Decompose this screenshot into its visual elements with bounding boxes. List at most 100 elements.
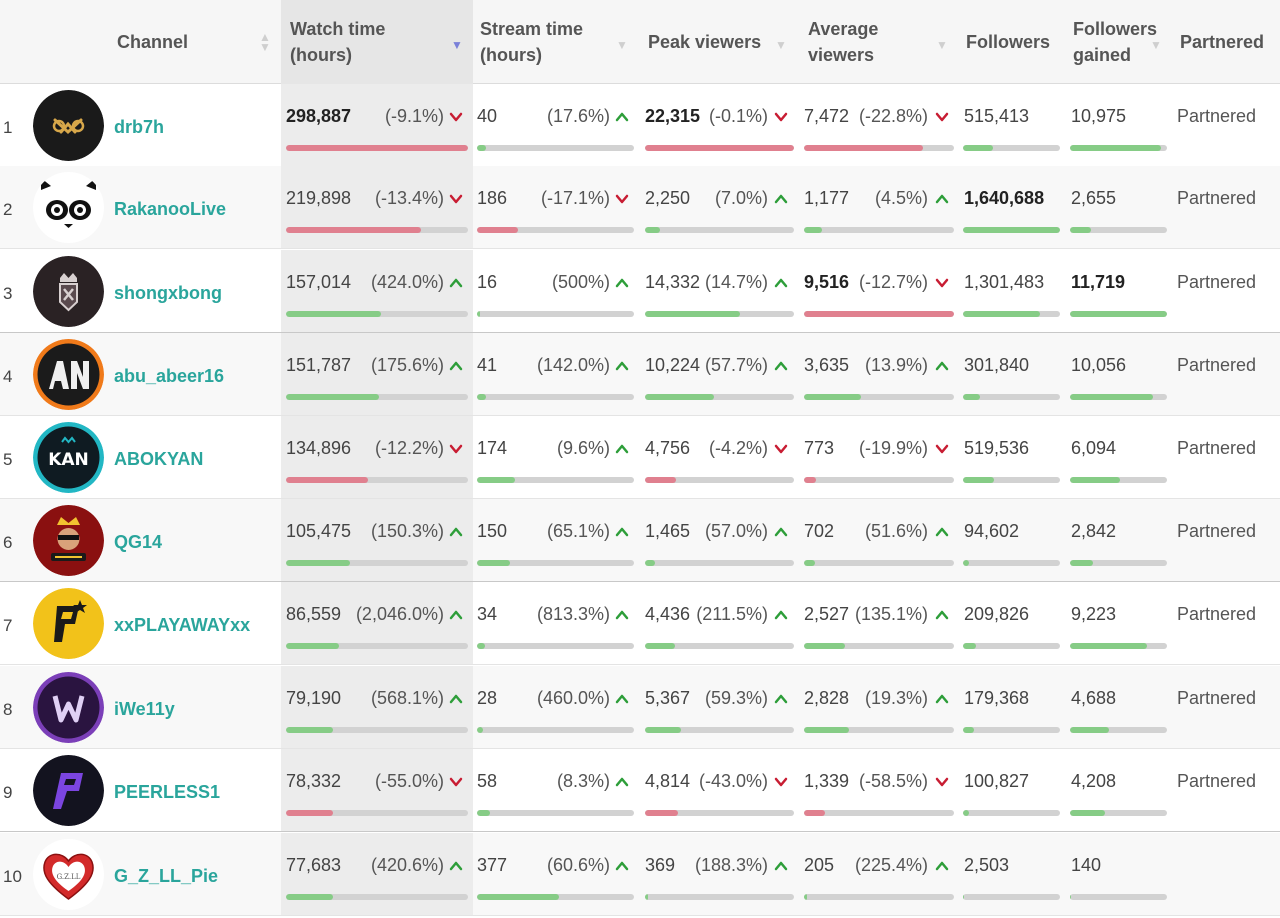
- header-peak-label: Peak viewers: [648, 32, 762, 52]
- followers-bar-fill: [963, 560, 969, 566]
- channel-name-link[interactable]: abu_abeer16: [114, 366, 225, 386]
- sort-icon[interactable]: ▼: [1150, 38, 1162, 52]
- header-stream-time[interactable]: Stream time (hours): [480, 0, 640, 84]
- channel-name-link[interactable]: iWe11y: [114, 699, 175, 719]
- header-watch-time[interactable]: Watch time (hours): [281, 0, 473, 84]
- watch-bar: [286, 560, 468, 566]
- channel-name-link[interactable]: G_Z_LL_Pie: [114, 866, 219, 886]
- followers-gained-bar: [1070, 894, 1167, 900]
- rank: 1: [3, 118, 13, 137]
- crown-shield-icon[interactable]: [33, 256, 104, 327]
- avg-change: (135.1%): [854, 604, 928, 624]
- watch-bar: [286, 227, 468, 233]
- channel-name-link[interactable]: shongxbong: [114, 283, 222, 303]
- stream-value: 16: [477, 272, 498, 292]
- header-followers-gained[interactable]: Followers gained: [1073, 0, 1173, 84]
- avg-change: (-22.8%): [858, 106, 928, 126]
- channel-name-link[interactable]: xxPLAYAWAYxx: [114, 615, 251, 635]
- arrow-down-icon: [449, 438, 463, 458]
- avg-value: 702: [804, 521, 835, 541]
- stream-change: (460.0%): [536, 688, 610, 708]
- header-channel[interactable]: Channel: [117, 0, 277, 84]
- sort-icon[interactable]: ▼: [936, 38, 948, 52]
- peak-value: 1,465: [645, 521, 691, 541]
- heart-icon[interactable]: G.Z.LL: [33, 839, 104, 910]
- arrow-up-icon: [449, 688, 463, 708]
- avg-bar-fill: [804, 311, 954, 317]
- followers-bar: [963, 227, 1060, 233]
- header-partnered[interactable]: Partnered: [1180, 0, 1280, 84]
- arrow-up-icon: [935, 688, 949, 708]
- avg-bar: [804, 560, 954, 566]
- peak-change: (-4.2%): [708, 438, 768, 458]
- avg-bar: [804, 145, 954, 151]
- header-average-viewers[interactable]: Average viewers: [808, 0, 958, 84]
- arrow-up-icon: [449, 355, 463, 375]
- arrow-down-icon: [615, 188, 629, 208]
- stream-value: 41: [477, 355, 498, 375]
- svg-text:G.Z.LL: G.Z.LL: [57, 873, 81, 881]
- table-row: 5 KAN ABOKYAN 134,896 (-12.2%) 174 (9.6%) 4,756…: [0, 416, 1280, 499]
- drb7h-logo-icon[interactable]: [33, 90, 104, 161]
- sorted-column-bg: [281, 666, 473, 748]
- avg-value: 2,527: [804, 604, 850, 624]
- sort-icon[interactable]: ▼: [259, 40, 271, 54]
- channel-name-link[interactable]: PEERLESS1: [114, 782, 221, 802]
- stream-bar: [477, 643, 634, 649]
- watch-bar: [286, 394, 468, 400]
- peak-value: 4,814: [645, 771, 691, 791]
- followers-gained-bar-fill: [1070, 145, 1162, 151]
- sort-icon[interactable]: ▲: [259, 30, 271, 44]
- channel-name-link[interactable]: ABOKYAN: [114, 449, 204, 469]
- kan-logo-icon[interactable]: KAN: [33, 422, 104, 493]
- channel-name-link[interactable]: QG14: [114, 532, 163, 552]
- followers-value: 94,602: [964, 521, 1020, 541]
- channel-name-link[interactable]: drb7h: [114, 117, 165, 137]
- sort-icon[interactable]: ▼: [775, 38, 787, 52]
- arrow-up-icon: [615, 855, 629, 875]
- followers-gained-bar: [1070, 311, 1167, 317]
- sort-desc-icon[interactable]: ▼: [451, 38, 463, 52]
- table-row: 6 QG14 105,475 (150.3%) 150 (65.1%) 1,465 (57.0…: [0, 499, 1280, 582]
- stream-change: (65.1%): [546, 521, 610, 541]
- table-row: 9 PEERLESS1 78,332 (-55.0%) 58 (8.3%) 4,814 (-4…: [0, 749, 1280, 832]
- w-monogram-icon[interactable]: [33, 672, 104, 743]
- avg-value: 1,339: [804, 771, 850, 791]
- followers-gained-value: 4,208: [1071, 771, 1117, 791]
- table-row: 4 abu_abeer16 151,787 (175.6%) 41 (142.0%) 10,…: [0, 333, 1280, 416]
- avg-bar-fill: [804, 727, 849, 733]
- followers-bar-fill: [963, 643, 976, 649]
- peak-bar: [645, 227, 794, 233]
- stream-bar: [477, 145, 634, 151]
- header-peak-viewers[interactable]: Peak viewers: [648, 0, 798, 84]
- an-monogram-icon[interactable]: [33, 339, 104, 410]
- followers-gained-bar: [1070, 560, 1167, 566]
- followers-gained-bar-fill: [1070, 894, 1071, 900]
- gamer-crown-icon[interactable]: [33, 505, 104, 576]
- followers-gained-bar: [1070, 227, 1167, 233]
- watch-bar-fill: [286, 810, 334, 816]
- followers-value: 2,503: [964, 855, 1010, 875]
- watch-value: 219,898: [286, 188, 352, 208]
- sort-icon[interactable]: ▼: [616, 38, 628, 52]
- avg-bar: [804, 643, 954, 649]
- header-followers[interactable]: Followers: [966, 0, 1066, 84]
- arrow-down-icon: [935, 272, 949, 292]
- arrow-up-icon: [449, 604, 463, 624]
- stream-bar-fill: [477, 477, 515, 483]
- panda-icon[interactable]: [33, 172, 104, 243]
- followers-gained-value: 6,094: [1071, 438, 1117, 458]
- p-slash-icon[interactable]: [33, 755, 104, 826]
- peak-bar: [645, 643, 794, 649]
- channel-name-link[interactable]: RakanooLive: [114, 199, 227, 219]
- followers-bar-fill: [963, 477, 995, 483]
- p-star-icon[interactable]: [33, 588, 104, 659]
- peak-change: (211.5%): [696, 604, 768, 624]
- peak-bar: [645, 145, 794, 151]
- partnered-status: Partnered: [1177, 106, 1257, 126]
- avg-bar-fill: [804, 560, 815, 566]
- watch-change: (-13.4%): [374, 188, 444, 208]
- peak-value: 5,367: [645, 688, 691, 708]
- arrow-up-icon: [615, 521, 629, 541]
- avg-bar-fill: [804, 227, 822, 233]
